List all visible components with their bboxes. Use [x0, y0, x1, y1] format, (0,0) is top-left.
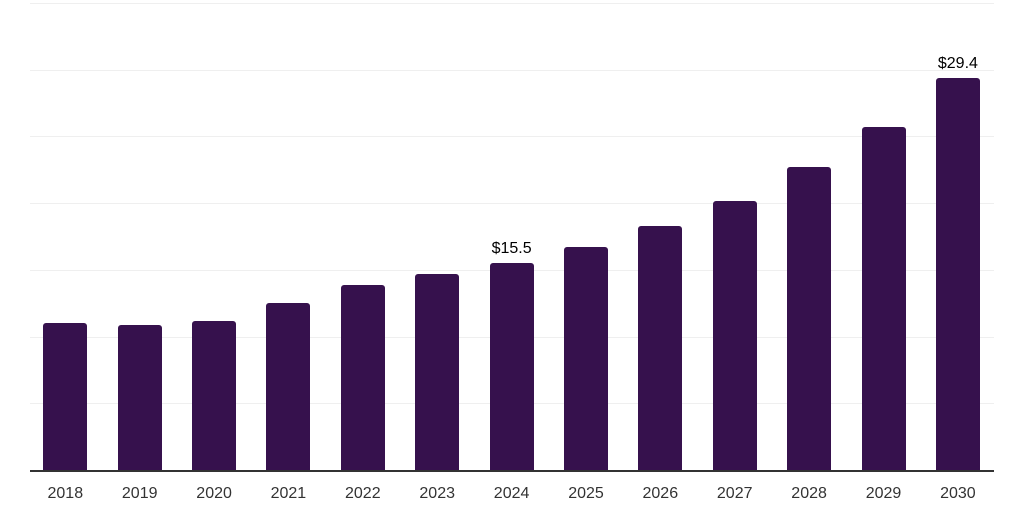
x-tick-2027: 2027	[716, 485, 753, 502]
x-tick-2025: 2025	[568, 485, 604, 502]
x-tick-2026: 2026	[642, 485, 679, 502]
x-tick-2024: 2024	[493, 485, 530, 502]
bar-2019	[117, 324, 162, 470]
x-tick-2030: 2030	[940, 485, 976, 502]
x-tick-2023: 2023	[419, 485, 455, 502]
gridline	[30, 203, 994, 205]
bar-2021	[266, 303, 311, 470]
bar-2024	[489, 263, 534, 470]
bar-2027	[712, 200, 757, 470]
x-axis-line	[30, 470, 994, 472]
x-tick-2029: 2029	[865, 485, 902, 502]
bar-2018	[43, 323, 88, 470]
x-tick-2028: 2028	[791, 485, 827, 502]
bar-2025	[564, 247, 608, 470]
bar-2022	[340, 284, 385, 470]
bar-2028	[787, 167, 832, 470]
gridline	[30, 69, 994, 71]
x-tick-2022: 2022	[345, 485, 381, 502]
bar-2023	[415, 273, 460, 470]
x-tick-2019: 2019	[121, 485, 158, 502]
x-tick-2020: 2020	[196, 485, 232, 502]
gridline	[30, 136, 994, 138]
bar-2020	[192, 320, 237, 470]
x-tick-2018: 2018	[47, 485, 84, 502]
x-tick-2021: 2021	[270, 485, 307, 502]
bar-2026	[638, 225, 683, 470]
bar-2029	[861, 127, 906, 470]
gridline	[30, 3, 994, 4]
value-label-2030: $29.4	[937, 54, 978, 72]
bar-2030	[935, 77, 980, 470]
value-label-2024: $15.5	[491, 240, 532, 258]
